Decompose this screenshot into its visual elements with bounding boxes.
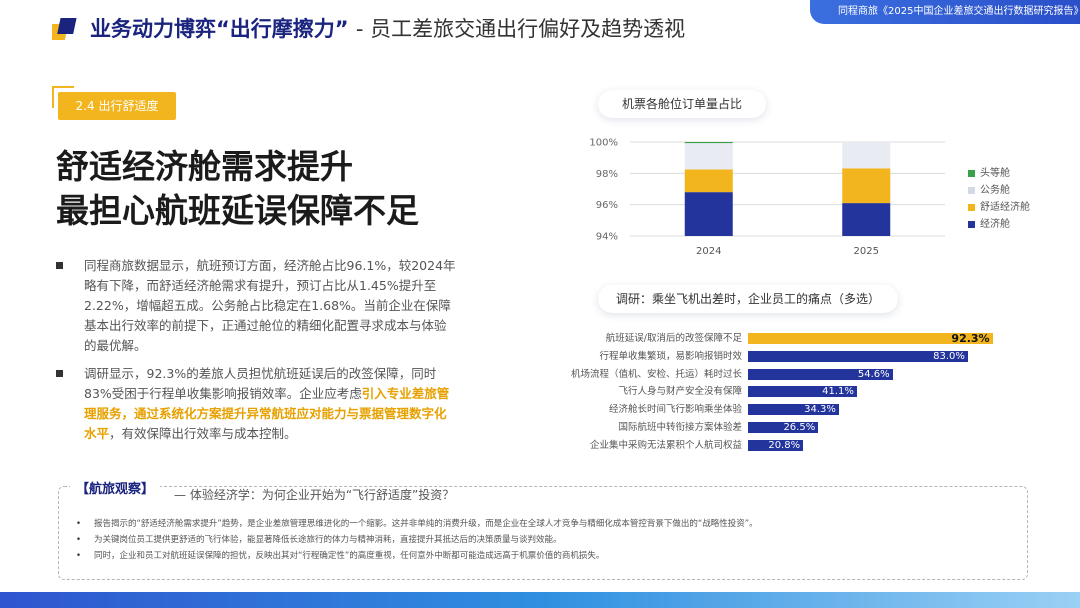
bar-track: 54.6% [748,368,1013,380]
bar-segment [842,168,891,204]
bar-row: 企业集中采购无法累积个人航司权益 20.8% [560,437,1030,455]
observation-box [58,486,1028,580]
footer-bar [0,592,1080,608]
legend-swatch [968,220,975,228]
observation-tag: 【航旅观察】 [70,478,161,497]
y-tick-label: 94% [596,232,618,243]
value-label: 20.8% [768,439,801,451]
bar-segment [842,142,891,169]
cabin-share-chart: 94% 96% 98% 100% 2024 2025 [589,138,945,257]
legend-label: 经济舱 [980,219,1010,230]
legend-label: 舒适经济舱 [980,202,1030,213]
bar [748,350,968,362]
headline-line-2: 最担心航班延误保障不足 [56,191,419,230]
observation-question: — 体验经济学：为何企业开始为“飞行舒适度”投资？ [174,488,455,502]
logo-icon [52,18,77,40]
y-tick-label: 98% [596,169,618,180]
category-label: 飞行人身与财产安全没有保障 [618,386,742,398]
legend-item: 经济舱 [968,216,1030,233]
header: 业务动力博弈“出行摩擦力” - 员工差旅交通出行偏好及趋势透视 同程商旅《202… [0,0,1080,60]
bar-segment [684,192,733,236]
legend-item: 头等舱 [968,165,1030,182]
chart1-title: 机票各舱位订单量占比 [598,90,766,118]
bullet-text: 调研显示，92.3%的差旅人员担忧航班延误后的改签保障，同时83%受困于行程单收… [84,366,437,401]
bar-track: 34.3% [748,404,1013,416]
chart2-title: 调研：乘坐飞机出差时，企业员工的痛点（多选） [598,285,898,313]
category-label: 经济舱长时间飞行影响乘坐体验 [608,404,742,416]
pain-points-chart: 航班延误/取消后的改签保障不足 92.3% 行程单收集繁琐，易影响报销时效 83.0%… [560,330,1030,460]
bullet-text: 同程商旅数据显示，航班预订方面，经济舱占比96.1%，较2024年略有下降，而舒… [84,258,456,353]
y-tick-label: 100% [589,138,618,149]
bullet-item: 同程商旅数据显示，航班预订方面，经济舱占比96.1%，较2024年略有下降，而舒… [56,256,456,356]
bar-track: 26.5% [748,421,1013,433]
legend-label: 头等舱 [980,168,1010,179]
bar-segment [684,143,733,170]
bar-row: 航班延误/取消后的改签保障不足 92.3% [560,330,1030,348]
bar [748,439,804,451]
bar-row: 飞行人身与财产安全没有保障 41.1% [560,383,1030,401]
report-badge: 同程商旅《2025中国企业差旅交通出行数据研究报告》 [810,0,1080,24]
section-tag: 2.4 出行舒适度 [52,86,176,120]
headline-line-1: 舒适经济舱需求提升 [56,147,353,186]
value-label: 41.1% [822,386,854,398]
bar-track: 20.8% [748,439,1013,451]
observation-line: 同时，企业和员工对航班延误保障的担忧，反映出其对“行程确定性”的高度重视，任何意… [76,548,1016,564]
chart1-legend: 头等舱公务舱舒适经济舱经济舱 [968,165,1030,233]
legend-swatch [968,186,975,194]
headline: 舒适经济舱需求提升 最担心航班延误保障不足 [56,145,419,233]
x-tick-label: 2025 [854,246,879,257]
bar-segment [684,169,733,193]
y-tick-label: 96% [596,200,618,211]
bullet-item: 调研显示，92.3%的差旅人员担忧航班延误后的改签保障，同时83%受困于行程单收… [56,364,456,444]
value-label: 83.0% [933,350,965,362]
bar-row: 行程单收集繁琐，易影响报销时效 83.0% [560,348,1030,366]
bar [748,421,819,433]
bar-row: 经济舱长时间飞行影响乘坐体验 34.3% [560,401,1030,419]
bar-track: 41.1% [748,386,1013,398]
title-subtitle: - 员工差旅交通出行偏好及趋势透视 [355,17,686,41]
bullet-text: ，有效保障出行效率与成本控制。 [109,426,297,441]
legend-swatch [968,169,975,177]
bar-segment [842,203,891,236]
bullet-square-icon [56,370,63,377]
bar [748,404,839,416]
bar [748,368,893,380]
category-label: 行程单收集繁琐，易影响报销时效 [599,350,742,362]
bar-track: 92.3% [748,332,1013,345]
bullet-highlight: 引入专业差旅管理服务，通过系统化方案提升异常航班应对能力与票据管理数字化水平 [84,386,450,441]
legend-label: 公务舱 [980,185,1010,196]
value-label: 92.3% [951,332,990,345]
observation-lines: 报告揭示的“舒适经济舱需求提升”趋势，是企业差旅管理思维进化的一个缩影。这并非单… [76,516,1016,564]
category-label: 航班延误/取消后的改签保障不足 [605,333,742,344]
bar-track: 83.0% [748,350,1013,362]
bar [748,333,993,344]
x-tick-label: 2024 [696,246,721,257]
legend-item: 舒适经济舱 [968,199,1030,216]
observation-line: 报告揭示的“舒适经济舱需求提升”趋势，是企业差旅管理思维进化的一个缩影。这并非单… [76,516,1016,532]
legend-item: 公务舱 [968,182,1030,199]
category-label: 机场流程（值机、安检、托运）耗时过长 [570,368,742,380]
page-title: 业务动力博弈“出行摩擦力” - 员工差旅交通出行偏好及趋势透视 [90,13,685,43]
value-label: 26.5% [783,421,816,433]
legend-swatch [968,203,975,211]
bar-segment [684,142,733,144]
bullet-square-icon [56,262,63,269]
category-label: 国际航班中转衔接方案体验差 [618,421,742,433]
bar-row: 机场流程（值机、安检、托运）耗时过长 54.6% [560,366,1030,384]
bullet-list: 同程商旅数据显示，航班预订方面，经济舱占比96.1%，较2024年略有下降，而舒… [56,256,456,452]
category-label: 企业集中采购无法累积个人航司权益 [589,439,742,451]
bar [748,386,857,398]
value-label: 54.6% [857,368,890,380]
value-label: 34.3% [804,404,836,416]
bar-row: 国际航班中转衔接方案体验差 26.5% [560,419,1030,437]
title-main: 业务动力博弈“出行摩擦力” [90,17,349,41]
observation-line: 为关键岗位员工提供更舒适的飞行体验，能显著降低长途旅行的体力与精神消耗，直接提升… [76,532,1016,548]
